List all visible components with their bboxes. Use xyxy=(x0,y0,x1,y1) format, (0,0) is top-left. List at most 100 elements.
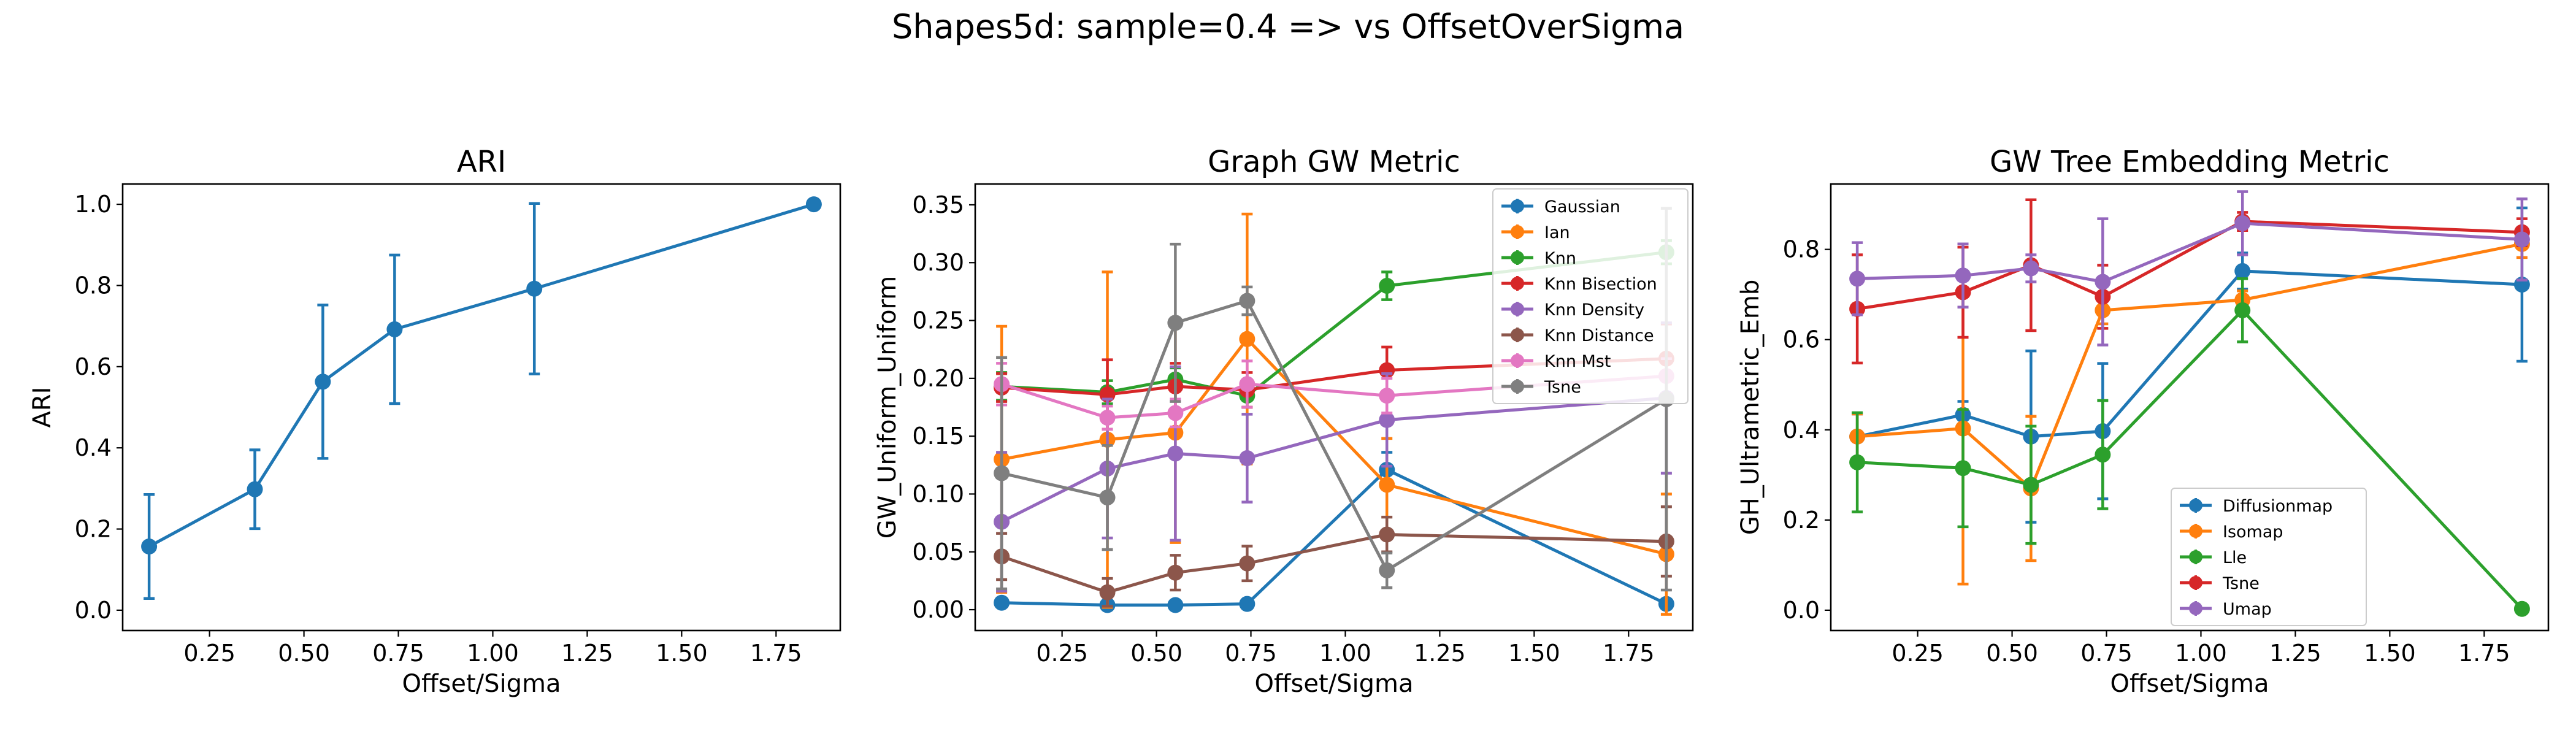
chart-0-ytick-label: 0.4 xyxy=(75,434,112,461)
chart-2-series-umap xyxy=(1849,190,2530,347)
chart-0-ytick-label: 1.0 xyxy=(75,191,112,218)
chart-2-data-point xyxy=(1849,454,1866,470)
chart-0-xtick-label: 1.00 xyxy=(467,640,519,667)
panel-graph-gw-metric: Graph GW Metric 0.25 0.50 0.75 1.00 1.25 1.50 1… xyxy=(873,145,1694,698)
chart-0-ytick-label: 0.6 xyxy=(75,353,112,380)
chart-1-xtick-label: 1.50 xyxy=(1508,640,1560,667)
chart-1-xlabel: Offset/Sigma xyxy=(1254,670,1413,698)
chart-2-ytick-label: 0.4 xyxy=(1783,416,1820,443)
chart-2-legend-label: Diffusionmap xyxy=(2223,497,2333,516)
chart-1-legend-swatch-marker xyxy=(1511,251,1524,264)
chart-0-data-point xyxy=(805,196,822,213)
chart-1-ytick-label: 0.30 xyxy=(912,249,964,276)
chart-2-legend-swatch-marker xyxy=(2189,576,2202,589)
chart-2-data-point xyxy=(1849,270,1866,287)
chart-1-xtick-label: 0.75 xyxy=(1225,640,1277,667)
chart-2-data-point xyxy=(2234,302,2251,318)
chart-1-data-point xyxy=(994,465,1010,481)
chart-0-xtick-label: 0.25 xyxy=(183,640,236,667)
panel-ari: ARI 0.25 0.50 0.75 1.00 1.25 1.50 1.75 0.0 0.2 0.4… xyxy=(28,145,841,698)
chart-2-xtick-label: 0.50 xyxy=(1986,640,2038,667)
chart-2-data-point xyxy=(1955,460,1971,477)
chart-2-series-line xyxy=(1857,221,2523,284)
chart-1-legend-label: Knn xyxy=(1544,249,1576,268)
chart-1-xtick-label: 1.25 xyxy=(1414,640,1466,667)
chart-1-data-point xyxy=(1167,564,1184,581)
chart-1-legend-swatch-marker xyxy=(1511,277,1524,290)
chart-0-ytick-label: 0.8 xyxy=(75,272,112,299)
chart-1-data-point xyxy=(1099,584,1116,600)
chart-2-ylabel: GH_Ultrametric_Emb xyxy=(1736,280,1765,535)
chart-2-legend-swatch-marker xyxy=(2189,524,2202,538)
chart-2-data-point xyxy=(2513,231,2530,248)
chart-2-data-point xyxy=(2234,215,2251,231)
chart-1-xtick-label: 1.00 xyxy=(1319,640,1371,667)
chart-2-data-point xyxy=(2023,260,2039,277)
chart-1-series-line xyxy=(1002,468,1667,607)
chart-1-xtick-label: 0.25 xyxy=(1036,640,1088,667)
chart-1-data-point xyxy=(1379,277,1395,294)
chart-1-title: Graph GW Metric xyxy=(1208,145,1460,179)
chart-0-xtick-label: 0.50 xyxy=(278,640,330,667)
chart-1-data-point xyxy=(1379,412,1395,428)
chart-1-legend-swatch-marker xyxy=(1511,199,1524,213)
chart-1-ytick-label: 0.00 xyxy=(912,596,964,623)
chart-0-series-main xyxy=(141,196,822,600)
chart-0-axes-frame xyxy=(121,183,841,632)
chart-1-legend-swatch-marker xyxy=(1511,380,1524,393)
chart-1-legend-swatch-marker xyxy=(1511,354,1524,367)
chart-2-xtick-label: 0.25 xyxy=(1892,640,1944,667)
chart-2-legend-label: Umap xyxy=(2223,600,2272,619)
chart-0-ylabel: ARI xyxy=(28,387,56,428)
chart-2-xlabel: Offset/Sigma xyxy=(2110,670,2269,698)
chart-2-legend-swatch-marker xyxy=(2189,550,2202,564)
chart-1-legend-label: Knn Bisection xyxy=(1544,275,1657,294)
chart-1-series-line xyxy=(1001,299,1668,572)
chart-1-series-line xyxy=(1000,396,1667,523)
chart-2-series-line xyxy=(1857,309,2523,610)
chart-1-data-point xyxy=(1167,405,1184,421)
chart-1-data-point xyxy=(1379,562,1395,578)
chart-0-data-point xyxy=(386,321,403,337)
chart-0-xtick-label: 1.75 xyxy=(750,640,802,667)
chart-2-series-line xyxy=(1857,242,2523,490)
chart-1-data-point xyxy=(1239,376,1255,393)
chart-2-legend-label: Tsne xyxy=(2222,574,2260,593)
chart-2-data-point xyxy=(2095,447,2111,463)
chart-1-data-point xyxy=(1379,388,1395,404)
chart-2-series-lle xyxy=(1849,277,2530,617)
chart-2-ytick-label: 0.6 xyxy=(1783,326,1820,353)
chart-0-data-point xyxy=(247,481,263,497)
chart-1-legend-label: Gaussian xyxy=(1544,197,1620,217)
chart-1-series-knn-distance xyxy=(994,505,1674,608)
chart-1-series-line xyxy=(1001,374,1667,420)
chart-0-data-point xyxy=(141,539,158,555)
chart-1-data-point xyxy=(1239,450,1255,466)
chart-2-xtick-label: 0.75 xyxy=(2080,640,2133,667)
chart-2-legend-swatch-marker xyxy=(2189,499,2202,512)
chart-0-title: ARI xyxy=(457,145,506,179)
chart-1-series-tsne xyxy=(994,207,1674,592)
chart-0-xtick-label: 1.50 xyxy=(656,640,708,667)
chart-1-legend-label: Ian xyxy=(1544,223,1570,242)
chart-1-ytick-label: 0.15 xyxy=(912,423,964,450)
chart-2-ytick-label: 0.0 xyxy=(1783,597,1820,624)
chart-1-ytick-label: 0.25 xyxy=(912,307,964,334)
chart-2-data-point xyxy=(2513,600,2530,617)
chart-2-legend-swatch-marker xyxy=(2189,602,2202,615)
chart-0-ytick-label: 0.2 xyxy=(75,516,112,543)
chart-1-data-point xyxy=(1379,477,1395,493)
chart-2-data-point xyxy=(2095,274,2111,290)
chart-1-data-point xyxy=(1239,293,1255,309)
chart-1-series-line xyxy=(1001,357,1667,396)
chart-1-legend: Gaussian Ian Knn Knn Bisection Knn Density Kn… xyxy=(1492,188,1689,404)
chart-2-legend-label: Isomap xyxy=(2223,523,2283,542)
chart-1-data-point xyxy=(1167,315,1184,331)
chart-1-legend-swatch-marker xyxy=(1511,328,1524,342)
chart-2-series-line xyxy=(1857,269,2523,439)
chart-1-legend-label: Knn Density xyxy=(1544,301,1644,320)
chart-2-legend-box xyxy=(2171,488,2367,626)
chart-0-xlabel: Offset/Sigma xyxy=(402,670,561,698)
chart-2-axes-frame xyxy=(1830,183,2550,632)
chart-1-ytick-label: 0.20 xyxy=(912,365,964,392)
